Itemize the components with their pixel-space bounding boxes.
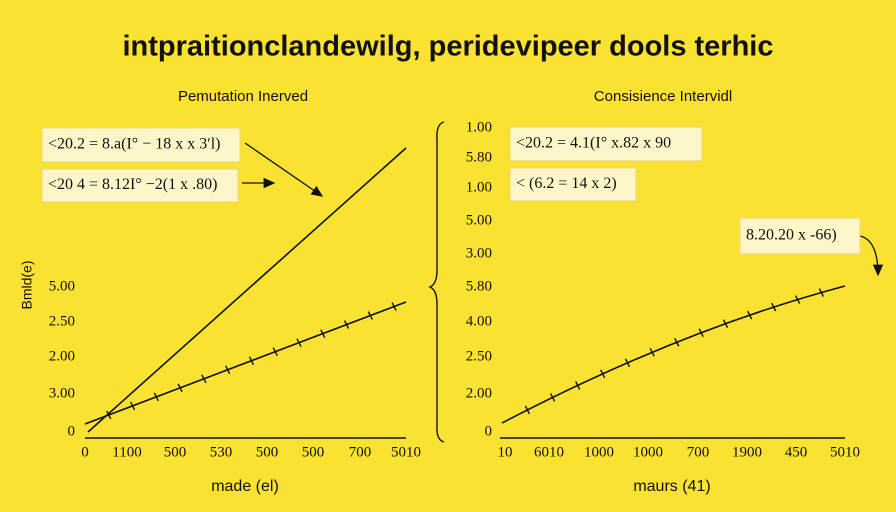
- marker: [320, 329, 326, 338]
- marker: [649, 347, 655, 357]
- brace: [428, 121, 445, 443]
- y-axis-label: Bmld(e): [19, 260, 35, 309]
- line-markers: [524, 288, 824, 415]
- marker: [106, 410, 112, 420]
- marker: [549, 393, 556, 402]
- marker: [129, 401, 136, 411]
- y-tick-label: 0: [68, 423, 76, 439]
- subtitle: Consisience Intervidl: [594, 88, 732, 105]
- arrow: [859, 235, 884, 277]
- x-tick-label: 5010: [391, 444, 421, 460]
- y-tick-label: 1.00: [466, 179, 492, 195]
- marker: [524, 405, 530, 415]
- y-tick-label: 2.50: [49, 313, 75, 329]
- annotation: 8.20.20 x -66): [746, 227, 837, 244]
- y-tick-label: 2.50: [466, 348, 492, 364]
- subtitle: Pemutation Inerved: [178, 88, 308, 105]
- marker: [722, 319, 729, 328]
- marker: [272, 347, 278, 357]
- y-tick-label: 4.00: [466, 313, 492, 329]
- marker: [177, 383, 183, 393]
- x-tick-label: 6010: [534, 444, 564, 460]
- line: [87, 147, 407, 433]
- y-tick-label: 5.00: [49, 278, 75, 294]
- marker: [794, 295, 801, 304]
- y-tick-label: 2.00: [466, 385, 492, 401]
- annotation: <20 4 = 8.12I° −2(1 x .80): [48, 176, 217, 193]
- marker: [296, 338, 302, 347]
- marker: [575, 381, 581, 390]
- marker: [201, 374, 207, 384]
- x-tick-label: 1900: [732, 444, 762, 460]
- x-tick-label: 1100: [112, 444, 141, 460]
- y-tick-label: 0: [485, 423, 493, 439]
- marker: [367, 311, 373, 320]
- annotation: < (6.2 = 14 x 2): [516, 175, 617, 192]
- x-tick-label: 500: [256, 444, 279, 460]
- annotation: <20.2 = 8.a(I° − 18 x x 3ʹl): [48, 136, 221, 153]
- x-tick-label: 500: [164, 444, 187, 460]
- arrow: [244, 142, 324, 197]
- y-tick-label: 5.80: [466, 149, 492, 165]
- annotation-box: [509, 167, 637, 202]
- y-tick-label: 3.00: [49, 385, 75, 401]
- annotation: <20.2 = 4.1(I° x.82 x 90: [516, 135, 671, 152]
- y-tick-label: 2.00: [49, 348, 75, 364]
- marker: [818, 288, 824, 297]
- marker: [248, 356, 255, 366]
- y-tick-label: 5.80: [466, 278, 492, 294]
- x-tick-label: 1000: [633, 444, 663, 460]
- x-tick-label: 5010: [830, 444, 860, 460]
- marker: [391, 302, 397, 311]
- marker: [600, 369, 606, 379]
- x-tick-label: 450: [785, 444, 808, 460]
- y-tick-label: 5.00: [466, 212, 492, 228]
- x-tick-label: 500: [302, 444, 325, 460]
- x-axis-label: made (el): [211, 478, 279, 495]
- annotation-box: [739, 217, 861, 255]
- x-axis-label: maurs (41): [633, 478, 710, 495]
- line-markers: [106, 302, 397, 420]
- line: [84, 301, 407, 425]
- y-tick-label: 1.00: [466, 119, 492, 135]
- marker: [343, 320, 350, 329]
- y-tick-label: 3.00: [466, 245, 492, 261]
- marker: [153, 392, 159, 402]
- marker: [624, 358, 631, 368]
- marker: [674, 337, 680, 347]
- marker: [698, 328, 704, 338]
- annotation-box: [41, 168, 239, 203]
- x-tick-label: 1000: [584, 444, 614, 460]
- x-tick-label: 700: [687, 444, 710, 460]
- marker: [225, 365, 231, 375]
- annotation-box: [509, 126, 703, 162]
- x-tick-label: 700: [349, 444, 372, 460]
- marker: [747, 310, 753, 320]
- marker: [771, 302, 777, 312]
- line: [501, 285, 846, 424]
- x-tick-label: 0: [81, 444, 89, 460]
- annotation-box: [41, 127, 241, 163]
- x-tick-label: 10: [498, 444, 513, 460]
- title: intpraitionclandewilg, peridevipeer dool…: [122, 31, 773, 63]
- x-tick-label: 530: [210, 444, 233, 460]
